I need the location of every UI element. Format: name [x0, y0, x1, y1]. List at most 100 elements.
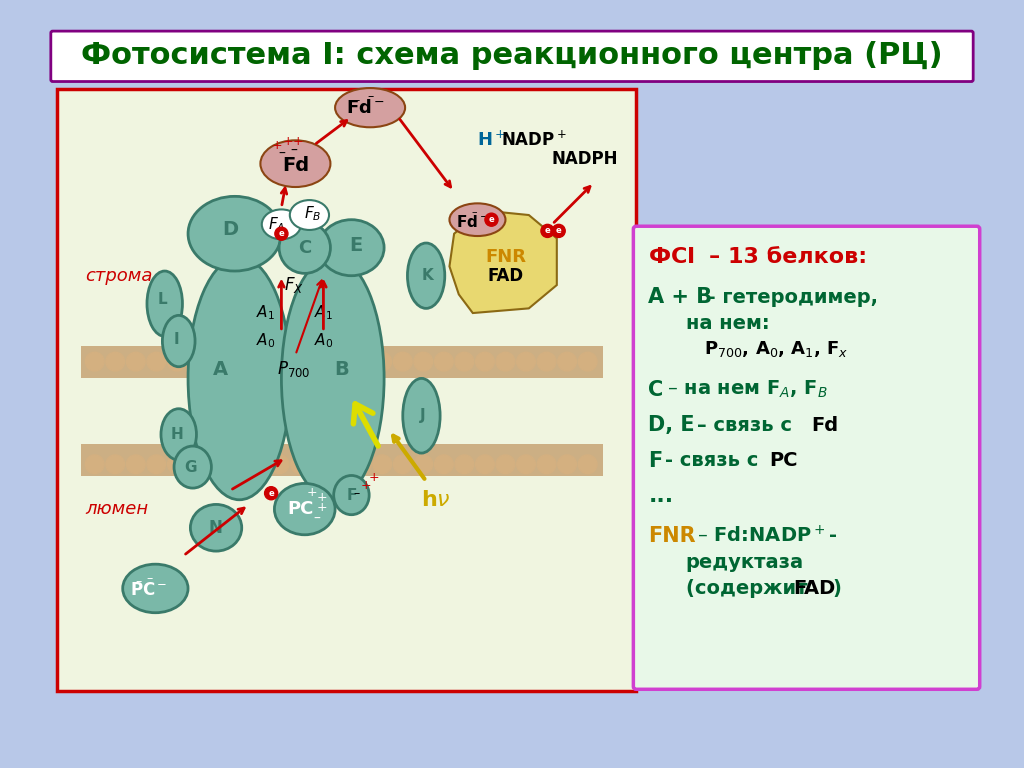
- Text: Fd: Fd: [812, 415, 839, 435]
- Ellipse shape: [274, 483, 335, 535]
- Ellipse shape: [290, 200, 329, 230]
- Text: –: –: [461, 210, 466, 220]
- Text: –: –: [472, 207, 477, 217]
- Circle shape: [209, 455, 227, 474]
- Circle shape: [168, 353, 186, 371]
- Circle shape: [579, 353, 597, 371]
- FancyBboxPatch shape: [634, 227, 980, 689]
- Circle shape: [393, 353, 412, 371]
- Circle shape: [85, 353, 104, 371]
- Circle shape: [434, 353, 454, 371]
- Text: Fd: Fd: [282, 156, 309, 175]
- Text: e: e: [545, 227, 550, 236]
- Circle shape: [250, 455, 268, 474]
- Text: e: e: [268, 488, 274, 498]
- Circle shape: [352, 353, 371, 371]
- Text: PC$^-$: PC$^-$: [130, 581, 168, 599]
- Circle shape: [414, 455, 433, 474]
- Text: E: E: [349, 237, 362, 255]
- Circle shape: [332, 353, 350, 371]
- Text: +: +: [283, 134, 293, 147]
- Text: C: C: [648, 379, 664, 399]
- Circle shape: [475, 353, 495, 371]
- Text: $A_1$: $A_1$: [256, 303, 275, 323]
- Text: h$\nu$: h$\nu$: [421, 490, 451, 510]
- Text: Fd$^-$: Fd$^-$: [346, 98, 385, 117]
- Circle shape: [517, 455, 536, 474]
- Text: – гетеродимер,: – гетеродимер,: [707, 288, 879, 306]
- Ellipse shape: [190, 505, 242, 551]
- Circle shape: [126, 455, 145, 474]
- Circle shape: [311, 353, 330, 371]
- Text: NADP$^+$: NADP$^+$: [501, 131, 566, 150]
- Ellipse shape: [282, 257, 384, 500]
- Text: – на нем F$_A$, F$_B$: – на нем F$_A$, F$_B$: [667, 379, 828, 400]
- Ellipse shape: [408, 243, 444, 309]
- Text: B: B: [335, 359, 349, 379]
- Circle shape: [497, 455, 515, 474]
- Text: L: L: [158, 292, 168, 306]
- Text: – Fd:NADP$^+$-: – Fd:NADP$^+$-: [697, 525, 837, 547]
- Circle shape: [552, 224, 565, 237]
- Text: $\bf{ФСI}$: $\bf{ФСI}$: [648, 247, 695, 267]
- Ellipse shape: [188, 257, 291, 500]
- Text: строма: строма: [85, 266, 153, 285]
- Circle shape: [414, 353, 433, 371]
- Text: $F_B$: $F_B$: [303, 205, 321, 223]
- Text: e: e: [556, 227, 561, 236]
- Text: K: K: [422, 268, 434, 283]
- Circle shape: [579, 455, 597, 474]
- Text: A + B: A + B: [648, 287, 713, 307]
- Text: P$_{700}$, A$_0$, A$_1$, F$_x$: P$_{700}$, A$_0$, A$_1$, F$_x$: [705, 339, 849, 359]
- Circle shape: [105, 455, 125, 474]
- Text: ...: ...: [648, 486, 674, 506]
- Circle shape: [147, 353, 166, 371]
- Circle shape: [352, 455, 371, 474]
- Ellipse shape: [334, 475, 370, 515]
- Ellipse shape: [335, 88, 406, 127]
- Text: C: C: [298, 239, 311, 257]
- Circle shape: [538, 353, 556, 371]
- Circle shape: [558, 353, 577, 371]
- Text: A: A: [213, 359, 228, 379]
- Text: –: –: [146, 571, 153, 584]
- Text: Fd$^-$: Fd$^-$: [456, 214, 489, 230]
- Circle shape: [270, 353, 289, 371]
- FancyArrowPatch shape: [353, 404, 378, 446]
- Text: $P_{700}$: $P_{700}$: [276, 359, 310, 379]
- Circle shape: [188, 353, 207, 371]
- Ellipse shape: [262, 210, 301, 240]
- Circle shape: [517, 353, 536, 371]
- Text: (содержит: (содержит: [686, 579, 814, 598]
- Circle shape: [558, 455, 577, 474]
- Text: H: H: [170, 427, 183, 442]
- Ellipse shape: [188, 197, 282, 271]
- Circle shape: [264, 487, 278, 500]
- Text: J: J: [420, 409, 425, 423]
- Circle shape: [126, 353, 145, 371]
- Text: –: –: [353, 487, 359, 500]
- Circle shape: [434, 455, 454, 474]
- Text: –: –: [367, 90, 373, 103]
- Text: PC: PC: [770, 451, 798, 470]
- Ellipse shape: [280, 222, 331, 273]
- Text: $F_A$: $F_A$: [268, 215, 286, 233]
- Ellipse shape: [147, 271, 182, 336]
- Circle shape: [188, 455, 207, 474]
- Circle shape: [541, 224, 554, 237]
- Text: H$^+$: H$^+$: [477, 131, 506, 150]
- Text: $F_X$: $F_X$: [284, 275, 303, 295]
- Text: e: e: [488, 215, 495, 224]
- Circle shape: [229, 455, 248, 474]
- Text: N: N: [208, 518, 222, 537]
- Bar: [81, 346, 603, 379]
- Text: D: D: [222, 220, 239, 239]
- Circle shape: [147, 455, 166, 474]
- Circle shape: [455, 455, 474, 474]
- Circle shape: [373, 353, 391, 371]
- Text: – связь с: – связь с: [697, 415, 799, 435]
- Ellipse shape: [174, 446, 211, 488]
- Text: +: +: [316, 492, 327, 505]
- Circle shape: [475, 455, 495, 474]
- Text: – 13 белков:: – 13 белков:: [709, 247, 867, 267]
